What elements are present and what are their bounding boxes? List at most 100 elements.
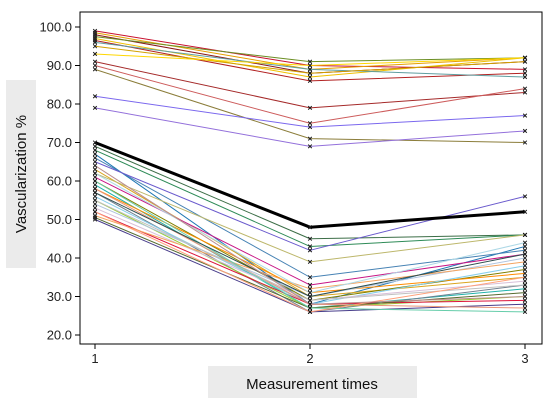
data-point bbox=[522, 309, 528, 315]
data-point bbox=[307, 236, 313, 241]
data-point bbox=[307, 302, 313, 307]
data-point bbox=[92, 155, 98, 161]
data-point bbox=[307, 305, 313, 311]
data-point bbox=[92, 151, 98, 157]
y-tick-label: 20.0 bbox=[47, 328, 72, 343]
data-point bbox=[92, 182, 98, 188]
x-tick-label: 2 bbox=[306, 351, 313, 366]
data-point bbox=[522, 255, 528, 261]
data-point bbox=[92, 174, 98, 180]
y-axis-title-background bbox=[6, 80, 36, 268]
data-point bbox=[522, 259, 528, 265]
data-point bbox=[92, 217, 98, 222]
data-point bbox=[92, 209, 98, 214]
series-10 bbox=[92, 59, 528, 111]
data-point bbox=[92, 159, 98, 164]
data-point bbox=[92, 148, 98, 153]
data-point bbox=[92, 40, 98, 45]
data-point bbox=[307, 309, 313, 315]
series-7 bbox=[92, 40, 528, 80]
data-point bbox=[307, 275, 313, 280]
data-point bbox=[522, 251, 528, 257]
y-tick-label: 60.0 bbox=[47, 174, 72, 189]
data-point bbox=[307, 121, 313, 126]
data-point bbox=[522, 240, 528, 245]
data-point bbox=[307, 248, 313, 253]
data-point bbox=[522, 59, 528, 64]
data-point bbox=[522, 71, 528, 76]
data-point bbox=[92, 63, 98, 68]
data-point bbox=[307, 78, 313, 84]
data-point bbox=[522, 232, 528, 238]
data-point bbox=[522, 140, 528, 145]
series-14 bbox=[92, 105, 528, 149]
data-point bbox=[307, 259, 313, 265]
series-12 bbox=[92, 67, 528, 145]
data-point bbox=[522, 294, 528, 299]
data-point bbox=[522, 67, 528, 72]
series-38 bbox=[92, 209, 528, 315]
series-8 bbox=[92, 44, 528, 76]
data-point bbox=[92, 186, 98, 191]
data-point bbox=[522, 282, 528, 288]
y-tick-label: 90.0 bbox=[47, 58, 72, 73]
data-point bbox=[307, 136, 313, 141]
data-point bbox=[522, 305, 528, 311]
data-point bbox=[307, 244, 313, 249]
data-point bbox=[522, 55, 528, 60]
data-point bbox=[522, 298, 528, 303]
data-point bbox=[307, 225, 313, 230]
series-40 bbox=[92, 190, 528, 299]
x-axis-title: Measurement times bbox=[246, 376, 378, 393]
data-point bbox=[522, 128, 528, 134]
data-point bbox=[307, 282, 313, 288]
axis-layer: 20.0 30.0 40.0 50.0 60.0 70.0 80.0 90.0 100.0 1 2 3 bbox=[39, 20, 528, 367]
data-point bbox=[92, 178, 98, 184]
data-point bbox=[522, 267, 528, 272]
data-point bbox=[92, 190, 98, 195]
x-tick-label: 3 bbox=[521, 351, 528, 366]
series-layer bbox=[92, 28, 528, 315]
series-13 bbox=[92, 94, 528, 130]
data-point bbox=[92, 144, 98, 149]
data-point bbox=[92, 171, 98, 176]
series-11 bbox=[92, 63, 528, 126]
data-point bbox=[92, 67, 98, 72]
data-point bbox=[92, 94, 98, 99]
data-point bbox=[522, 278, 528, 284]
series-41 bbox=[92, 163, 528, 307]
data-point bbox=[92, 198, 98, 203]
data-point bbox=[522, 275, 528, 280]
x-axis-title-background bbox=[208, 366, 417, 398]
data-point bbox=[92, 59, 98, 64]
data-point bbox=[307, 71, 313, 76]
data-point bbox=[522, 86, 528, 91]
data-point bbox=[92, 194, 98, 199]
series-19 bbox=[92, 159, 528, 253]
y-tick-label: 80.0 bbox=[47, 97, 72, 112]
series-6 bbox=[92, 38, 528, 84]
data-point bbox=[92, 205, 98, 211]
y-axis-title: Vascularization % bbox=[13, 115, 30, 233]
data-point bbox=[522, 286, 528, 291]
data-point bbox=[522, 209, 528, 214]
data-point bbox=[307, 59, 313, 64]
data-point bbox=[92, 163, 98, 168]
data-point bbox=[522, 271, 528, 276]
data-point bbox=[522, 263, 528, 268]
series-36 bbox=[92, 178, 528, 315]
series-9 bbox=[92, 51, 528, 68]
data-point bbox=[307, 124, 313, 130]
data-point bbox=[307, 298, 313, 303]
data-point bbox=[522, 248, 528, 253]
data-point bbox=[522, 290, 528, 295]
data-point bbox=[92, 44, 98, 49]
data-point bbox=[522, 113, 528, 118]
y-tick-label: 70.0 bbox=[47, 135, 72, 150]
series-37 bbox=[92, 198, 528, 303]
y-tick-label: 100.0 bbox=[39, 20, 72, 35]
series-39 bbox=[92, 171, 528, 295]
data-point bbox=[307, 286, 313, 291]
data-point bbox=[307, 294, 313, 299]
